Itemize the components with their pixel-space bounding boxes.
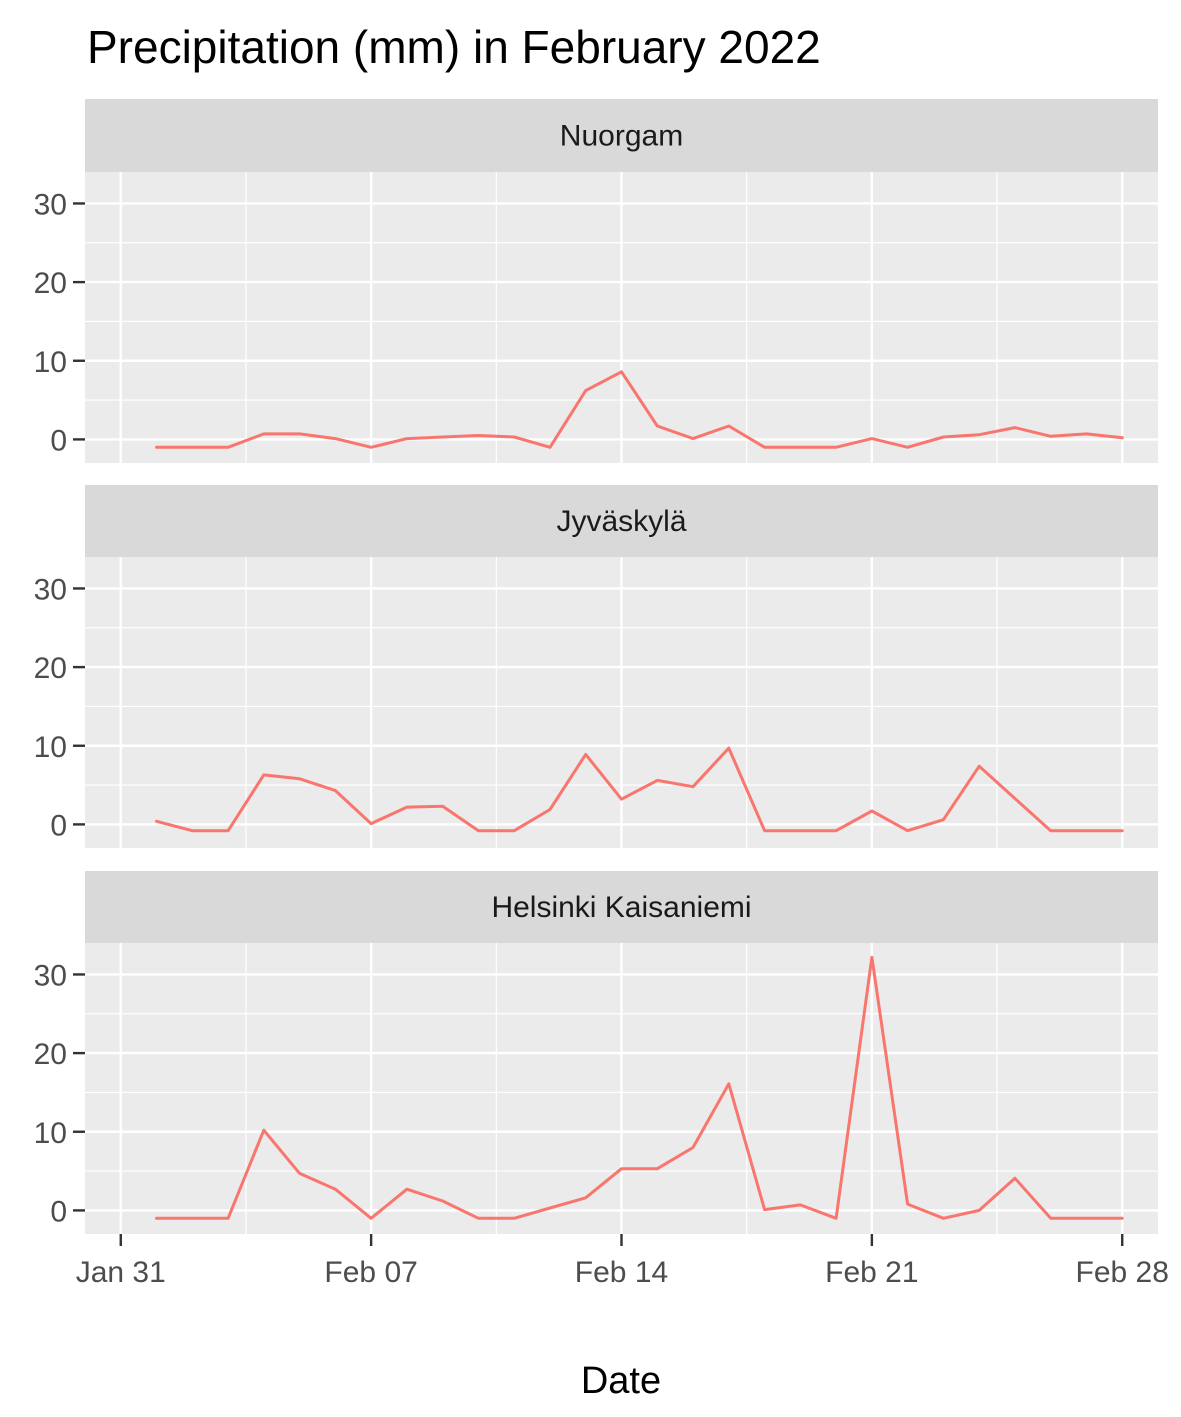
facet-strip-label: Helsinki Kaisaniemi bbox=[491, 891, 751, 924]
facet-strip-label: Nuorgam bbox=[560, 120, 683, 153]
x-tick-label: Feb 21 bbox=[825, 1256, 918, 1289]
y-tick-label: 10 bbox=[34, 731, 67, 764]
facet-strip bbox=[85, 485, 1158, 557]
y-tick-label: 30 bbox=[34, 959, 67, 992]
y-tick-label: 20 bbox=[34, 267, 67, 300]
facet-panel: Jyväskylä 0 10 20 30 bbox=[34, 485, 1158, 848]
facet-strip bbox=[85, 871, 1158, 943]
series-line bbox=[155, 370, 1124, 449]
facet-strip bbox=[85, 99, 1158, 172]
y-tick-label: 0 bbox=[50, 424, 67, 457]
series-line bbox=[155, 746, 1124, 833]
facet-panel: Helsinki Kaisaniemi 0 10 20 30 bbox=[34, 871, 1158, 1234]
y-tick-label: 20 bbox=[34, 1038, 67, 1071]
y-tick-label: 0 bbox=[50, 1195, 67, 1228]
series-line bbox=[155, 955, 1124, 1220]
y-tick-label: 30 bbox=[34, 573, 67, 606]
x-tick-label: Feb 28 bbox=[1076, 1256, 1169, 1289]
x-axis-title: Date bbox=[581, 1360, 661, 1402]
x-tick-label: Feb 14 bbox=[575, 1256, 668, 1289]
chart-title: Precipitation (mm) in February 2022 bbox=[87, 21, 821, 73]
y-tick-label: 10 bbox=[34, 1117, 67, 1150]
x-axis: Jan 31 Feb 07 Feb 14 Feb 21 Feb 28 bbox=[76, 1234, 1169, 1289]
facet-panel: Nuorgam 0 10 20 30 bbox=[34, 99, 1158, 463]
y-tick-label: 30 bbox=[34, 188, 67, 221]
y-tick-label: 20 bbox=[34, 652, 67, 685]
y-tick-label: 0 bbox=[50, 809, 67, 842]
facet-strip-label: Jyväskylä bbox=[556, 505, 686, 538]
x-tick-label: Feb 07 bbox=[324, 1256, 417, 1289]
x-tick-label: Jan 31 bbox=[76, 1256, 166, 1289]
y-tick-label: 10 bbox=[34, 346, 67, 379]
